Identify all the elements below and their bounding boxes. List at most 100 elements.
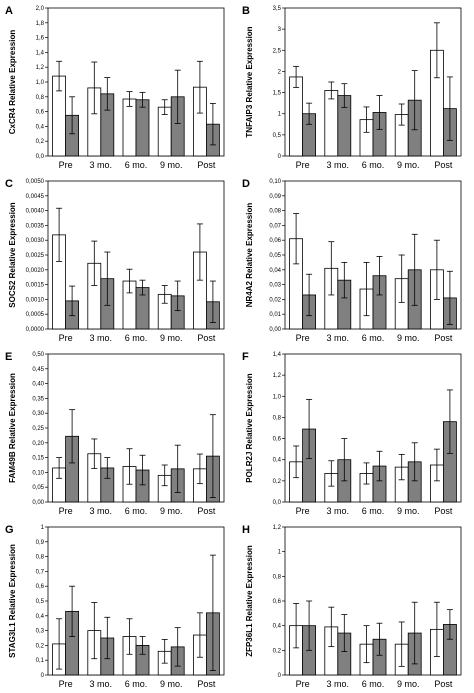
x-tick-label: 9 mo. [397,506,420,516]
x-tick-label: Pre [296,333,310,343]
y-tick-label: 0,0000 [26,327,45,333]
bar-light [289,76,303,157]
panel-letter: F [242,351,249,363]
y-tick-label: 0,0010 [26,297,45,303]
y-tick-label: 0,20 [32,441,44,447]
y-tick-label: 1,4 [273,352,282,358]
y-tick-label: 0,0015 [26,283,45,289]
x-tick-label: Post [197,679,216,689]
y-tick-label: 1 [278,112,282,118]
panel-letter: E [5,351,12,363]
x-tick-label: Post [197,506,216,516]
x-tick-label: Pre [296,506,310,516]
y-tick-label: 0,02 [269,297,281,303]
x-tick-label: 9 mo. [160,333,183,343]
y-tick-label: 0,0 [36,154,45,160]
y-tick-label: 1,6 [36,36,45,42]
y-tick-label: 0,6 [36,110,45,116]
x-tick-label: 9 mo. [397,160,420,170]
x-tick-label: 3 mo. [90,506,113,516]
y-tick-label: 0,4 [36,124,45,130]
panel-letter: G [5,524,14,536]
y-axis-label: ZFP36L1 Relative Expression [245,545,254,657]
bar-dark [135,99,150,157]
y-tick-label: 0,03 [269,283,281,289]
x-tick-label: 6 mo. [125,679,148,689]
y-tick-label: 0,8 [36,555,45,561]
y-tick-label: 0,05 [269,253,281,259]
x-tick-label: Post [197,160,216,170]
y-tick-label: 0,4 [273,624,282,630]
x-tick-label: 3 mo. [327,506,350,516]
x-tick-label: 6 mo. [362,333,385,343]
y-axis-label: POLR2J Relative Expression [245,373,254,482]
y-tick-label: 1,2 [36,65,45,71]
y-tick-label: 0,00 [32,500,44,506]
y-tick-label: 0,06 [269,238,281,244]
y-tick-label: 0 [278,673,282,679]
x-tick-label: 6 mo. [362,160,385,170]
x-tick-label: Post [434,506,453,516]
chart-panel-g: G 0 0,1 0,2 0,3 0,4 0,5 0,6 0,7 0,8 0,9 1 STAG3L1 Re… [5,524,225,689]
y-axis-label: CxCR4 Relative Expression [8,30,17,135]
y-tick-label: 0,50 [32,352,44,358]
x-tick-label: Pre [59,333,73,343]
y-tick-label: 0,0045 [26,194,45,200]
x-tick-label: Pre [296,160,310,170]
y-tick-label: 0,0035 [26,223,45,229]
y-axis-label: STAG3L1 Relative Expression [8,544,17,658]
y-tick-label: 1,2 [273,525,282,531]
y-tick-label: 0,8 [273,415,282,421]
x-tick-label: 3 mo. [327,333,350,343]
x-tick-label: 3 mo. [90,679,113,689]
y-tick-label: 0,2 [36,139,45,145]
y-tick-label: 0,3 [36,629,45,635]
y-tick-label: 0,40 [32,382,44,388]
y-tick-label: 2,0 [36,6,45,12]
y-tick-label: 1,8 [36,21,45,27]
y-tick-label: 0,2 [273,479,282,485]
x-tick-label: 3 mo. [327,679,350,689]
y-tick-label: 0,15 [32,456,44,462]
bar-light [122,98,137,157]
x-tick-label: 6 mo. [125,160,148,170]
x-tick-label: Pre [59,679,73,689]
y-tick-label: 0 [278,154,282,160]
y-tick-label: 0,04 [269,268,281,274]
chart-panel-e: E 0,00 0,05 0,10 0,15 0,20 0,25 0,30 0,35 0,40 0,4… [5,351,225,516]
x-tick-label: 6 mo. [125,333,148,343]
bar-light [324,90,339,157]
y-tick-label: 1,2 [273,373,282,379]
y-tick-label: 2 [278,69,282,75]
y-axis-label: FAM49B Relative Expression [8,373,17,483]
y-tick-label: 0,8 [273,574,282,580]
y-tick-label: 0,0025 [26,253,45,259]
y-tick-label: 3,5 [273,6,282,12]
x-tick-label: 9 mo. [160,506,183,516]
y-tick-label: 1,4 [36,50,45,56]
y-tick-label: 0,25 [32,426,44,432]
y-tick-label: 0,10 [269,179,281,185]
y-tick-label: 1,0 [273,394,282,400]
panel-letter: B [242,5,250,17]
y-tick-label: 0,10 [32,470,44,476]
y-tick-label: 0 [41,673,45,679]
x-tick-label: Pre [296,679,310,689]
y-tick-label: 0,30 [32,411,44,417]
x-tick-label: 3 mo. [90,333,113,343]
x-tick-label: Post [197,333,216,343]
x-tick-label: 6 mo. [362,679,385,689]
y-tick-label: 0,2 [273,648,282,654]
y-tick-label: 0,09 [269,194,281,200]
chart-panel-b: B 0 0,5 1 1,5 2 2,5 3 3,5 TNFAIP3 Relative Expres… [242,5,462,170]
x-tick-label: 3 mo. [327,160,350,170]
y-axis-label: SOCS2 Relative Expression [8,202,17,307]
x-tick-label: 6 mo. [362,506,385,516]
y-tick-label: 0,9 [36,540,45,546]
panel-letter: H [242,524,250,536]
x-tick-label: 9 mo. [397,679,420,689]
y-tick-label: 0,05 [32,485,44,491]
chart-panel-f: F 0,0 0,2 0,4 0,6 0,8 1,0 1,2 1,4 POLR2J Relative… [242,351,462,516]
y-tick-label: 0,6 [273,599,282,605]
